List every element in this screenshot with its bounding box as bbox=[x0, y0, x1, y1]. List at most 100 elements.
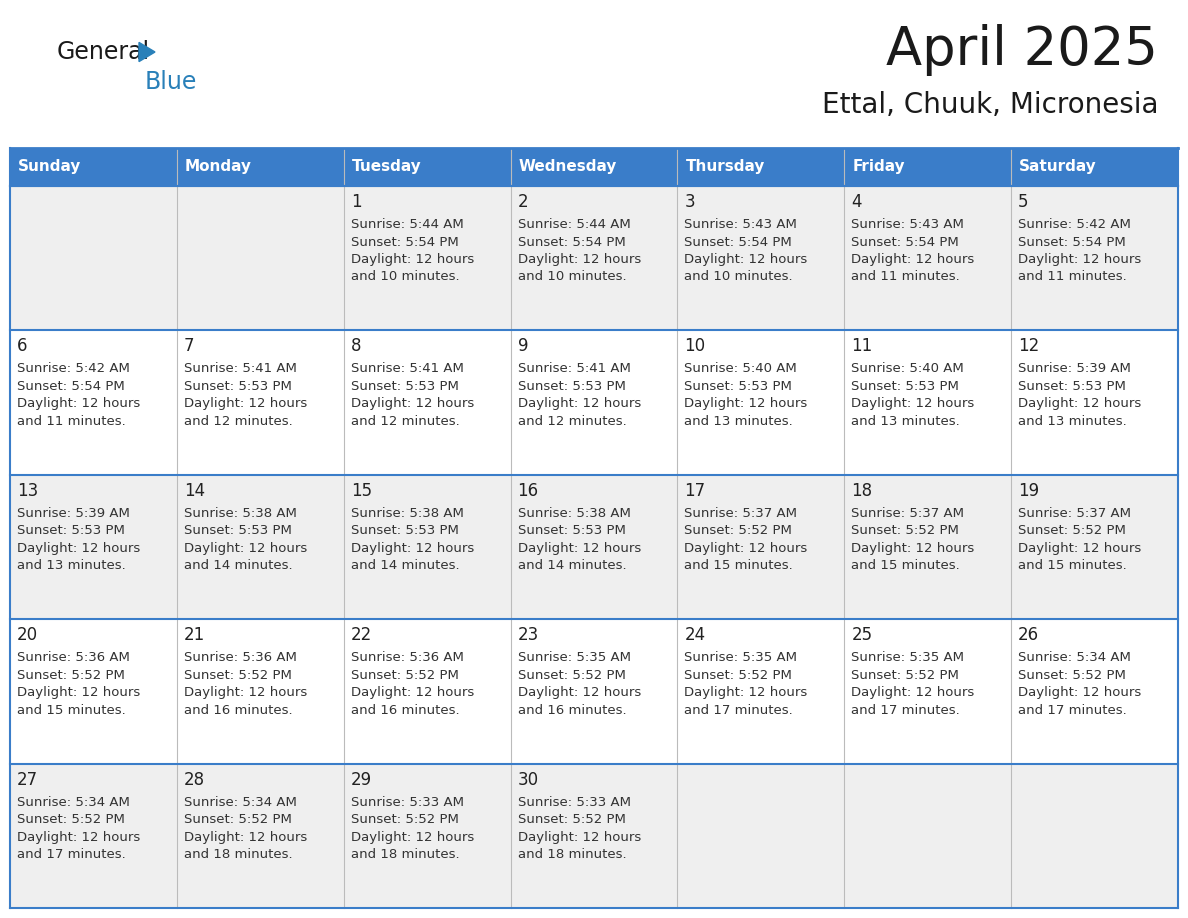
Bar bbox=[343, 764, 511, 908]
Text: and 11 minutes.: and 11 minutes. bbox=[852, 271, 960, 284]
Text: 27: 27 bbox=[17, 770, 38, 789]
Text: Daylight: 12 hours: Daylight: 12 hours bbox=[1018, 686, 1142, 700]
Text: Daylight: 12 hours: Daylight: 12 hours bbox=[350, 397, 474, 410]
Text: Daylight: 12 hours: Daylight: 12 hours bbox=[518, 253, 640, 266]
Text: and 15 minutes.: and 15 minutes. bbox=[17, 704, 126, 717]
Bar bbox=[343, 148, 511, 186]
Text: Thursday: Thursday bbox=[685, 160, 765, 174]
Text: Sunset: 5:54 PM: Sunset: 5:54 PM bbox=[350, 236, 459, 249]
Bar bbox=[845, 475, 1011, 620]
Text: 6: 6 bbox=[17, 338, 27, 355]
Text: Sunset: 5:52 PM: Sunset: 5:52 PM bbox=[852, 524, 959, 537]
Text: Monday: Monday bbox=[185, 160, 252, 174]
Bar bbox=[343, 330, 511, 475]
Text: 2: 2 bbox=[518, 193, 529, 211]
Text: Daylight: 12 hours: Daylight: 12 hours bbox=[17, 397, 140, 410]
Text: Sunset: 5:53 PM: Sunset: 5:53 PM bbox=[518, 524, 625, 537]
Text: Sunrise: 5:42 AM: Sunrise: 5:42 AM bbox=[17, 363, 129, 375]
Text: Sunset: 5:54 PM: Sunset: 5:54 PM bbox=[518, 236, 625, 249]
Text: Sunrise: 5:38 AM: Sunrise: 5:38 AM bbox=[184, 507, 297, 520]
Bar bbox=[1011, 764, 1178, 908]
Text: Sunset: 5:52 PM: Sunset: 5:52 PM bbox=[184, 813, 292, 826]
Text: Saturday: Saturday bbox=[1019, 160, 1097, 174]
Text: 14: 14 bbox=[184, 482, 206, 499]
Bar bbox=[10, 764, 177, 908]
Text: Daylight: 12 hours: Daylight: 12 hours bbox=[350, 686, 474, 700]
Bar bbox=[677, 186, 845, 330]
Bar bbox=[845, 620, 1011, 764]
Text: Sunset: 5:52 PM: Sunset: 5:52 PM bbox=[350, 813, 459, 826]
Text: and 13 minutes.: and 13 minutes. bbox=[1018, 415, 1127, 428]
Text: and 12 minutes.: and 12 minutes. bbox=[184, 415, 292, 428]
Text: Friday: Friday bbox=[852, 160, 905, 174]
Bar bbox=[1011, 148, 1178, 186]
Text: Sunrise: 5:35 AM: Sunrise: 5:35 AM bbox=[852, 651, 965, 665]
Text: Daylight: 12 hours: Daylight: 12 hours bbox=[518, 686, 640, 700]
Text: Daylight: 12 hours: Daylight: 12 hours bbox=[684, 542, 808, 554]
Bar bbox=[845, 764, 1011, 908]
Text: 20: 20 bbox=[17, 626, 38, 644]
Bar bbox=[677, 620, 845, 764]
Text: Sunrise: 5:39 AM: Sunrise: 5:39 AM bbox=[17, 507, 129, 520]
Text: Sunrise: 5:43 AM: Sunrise: 5:43 AM bbox=[684, 218, 797, 231]
Bar bbox=[177, 620, 343, 764]
Text: and 10 minutes.: and 10 minutes. bbox=[350, 271, 460, 284]
Text: Sunset: 5:54 PM: Sunset: 5:54 PM bbox=[1018, 236, 1126, 249]
Text: Daylight: 12 hours: Daylight: 12 hours bbox=[1018, 542, 1142, 554]
Bar bbox=[1011, 620, 1178, 764]
Text: Daylight: 12 hours: Daylight: 12 hours bbox=[1018, 397, 1142, 410]
Text: 29: 29 bbox=[350, 770, 372, 789]
Text: Daylight: 12 hours: Daylight: 12 hours bbox=[852, 542, 974, 554]
Text: 10: 10 bbox=[684, 338, 706, 355]
Text: Daylight: 12 hours: Daylight: 12 hours bbox=[350, 253, 474, 266]
Text: Sunset: 5:52 PM: Sunset: 5:52 PM bbox=[684, 668, 792, 682]
Text: Sunrise: 5:41 AM: Sunrise: 5:41 AM bbox=[350, 363, 463, 375]
Text: Daylight: 12 hours: Daylight: 12 hours bbox=[184, 542, 308, 554]
Text: Tuesday: Tuesday bbox=[352, 160, 422, 174]
Text: Sunset: 5:52 PM: Sunset: 5:52 PM bbox=[1018, 524, 1126, 537]
Bar bbox=[10, 186, 177, 330]
Bar bbox=[511, 475, 677, 620]
Bar bbox=[1011, 330, 1178, 475]
Text: Sunset: 5:53 PM: Sunset: 5:53 PM bbox=[350, 380, 459, 393]
Text: Sunset: 5:53 PM: Sunset: 5:53 PM bbox=[1018, 380, 1126, 393]
Text: Sunrise: 5:44 AM: Sunrise: 5:44 AM bbox=[518, 218, 631, 231]
Bar bbox=[511, 330, 677, 475]
Text: Daylight: 12 hours: Daylight: 12 hours bbox=[852, 253, 974, 266]
Bar bbox=[343, 186, 511, 330]
Bar bbox=[343, 620, 511, 764]
Text: and 15 minutes.: and 15 minutes. bbox=[852, 559, 960, 572]
Text: 22: 22 bbox=[350, 626, 372, 644]
Text: Sunrise: 5:42 AM: Sunrise: 5:42 AM bbox=[1018, 218, 1131, 231]
Text: Sunrise: 5:38 AM: Sunrise: 5:38 AM bbox=[518, 507, 631, 520]
Text: Daylight: 12 hours: Daylight: 12 hours bbox=[852, 686, 974, 700]
Bar bbox=[10, 620, 177, 764]
Text: Sunrise: 5:33 AM: Sunrise: 5:33 AM bbox=[350, 796, 463, 809]
Bar bbox=[1011, 475, 1178, 620]
Text: Daylight: 12 hours: Daylight: 12 hours bbox=[350, 542, 474, 554]
Text: Sunset: 5:52 PM: Sunset: 5:52 PM bbox=[1018, 668, 1126, 682]
Text: Sunrise: 5:37 AM: Sunrise: 5:37 AM bbox=[684, 507, 797, 520]
Text: 26: 26 bbox=[1018, 626, 1040, 644]
Bar bbox=[177, 475, 343, 620]
Text: Daylight: 12 hours: Daylight: 12 hours bbox=[684, 397, 808, 410]
Text: Sunset: 5:53 PM: Sunset: 5:53 PM bbox=[518, 380, 625, 393]
Text: and 16 minutes.: and 16 minutes. bbox=[350, 704, 460, 717]
Text: 23: 23 bbox=[518, 626, 539, 644]
Text: Daylight: 12 hours: Daylight: 12 hours bbox=[350, 831, 474, 844]
Bar bbox=[845, 148, 1011, 186]
Text: and 16 minutes.: and 16 minutes. bbox=[184, 704, 292, 717]
Bar bbox=[343, 475, 511, 620]
Text: Sunrise: 5:36 AM: Sunrise: 5:36 AM bbox=[350, 651, 463, 665]
Text: Ettal, Chuuk, Micronesia: Ettal, Chuuk, Micronesia bbox=[821, 91, 1158, 119]
Text: 15: 15 bbox=[350, 482, 372, 499]
Text: and 15 minutes.: and 15 minutes. bbox=[1018, 559, 1127, 572]
Text: Sunset: 5:52 PM: Sunset: 5:52 PM bbox=[852, 668, 959, 682]
Bar bbox=[511, 764, 677, 908]
Text: 3: 3 bbox=[684, 193, 695, 211]
Bar bbox=[177, 148, 343, 186]
Text: and 17 minutes.: and 17 minutes. bbox=[17, 848, 126, 861]
Text: Daylight: 12 hours: Daylight: 12 hours bbox=[852, 397, 974, 410]
Bar bbox=[177, 186, 343, 330]
Text: Sunrise: 5:37 AM: Sunrise: 5:37 AM bbox=[1018, 507, 1131, 520]
